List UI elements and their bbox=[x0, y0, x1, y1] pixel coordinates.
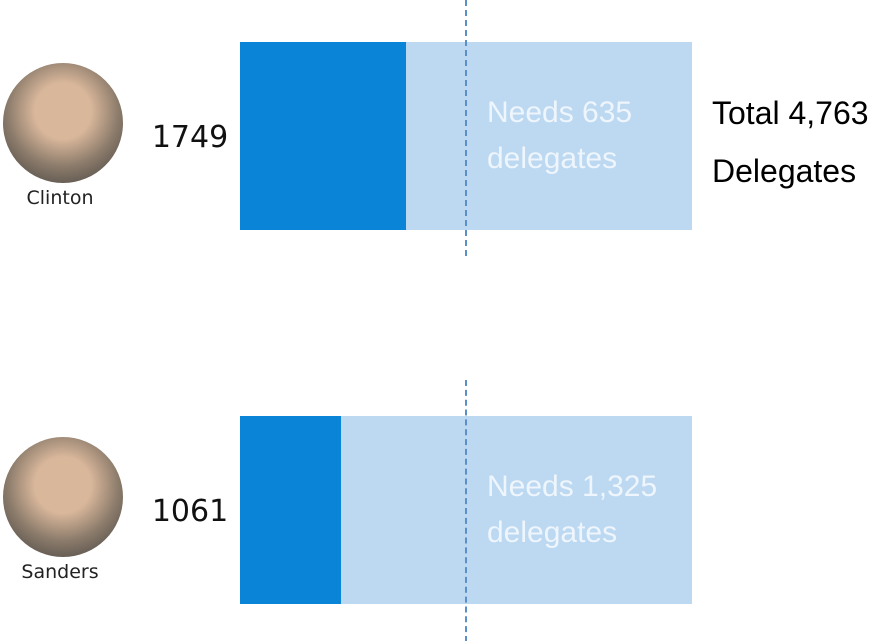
bar bbox=[240, 416, 341, 604]
reference-line bbox=[465, 380, 468, 641]
annotation: Needs 1,325 delegates bbox=[487, 470, 658, 549]
category-label: Clinton bbox=[26, 187, 94, 209]
value-label: 1061 bbox=[151, 494, 229, 529]
candidate-photo bbox=[3, 437, 123, 557]
category-label: Sanders bbox=[21, 561, 99, 583]
annotation: Needs 635 delegates bbox=[487, 96, 633, 175]
candidate-photo bbox=[3, 63, 123, 183]
value-label: 1749 bbox=[151, 120, 229, 155]
bar bbox=[240, 42, 406, 230]
total-label: Total 4,763 Delegates bbox=[712, 95, 869, 189]
reference-line bbox=[465, 0, 468, 256]
